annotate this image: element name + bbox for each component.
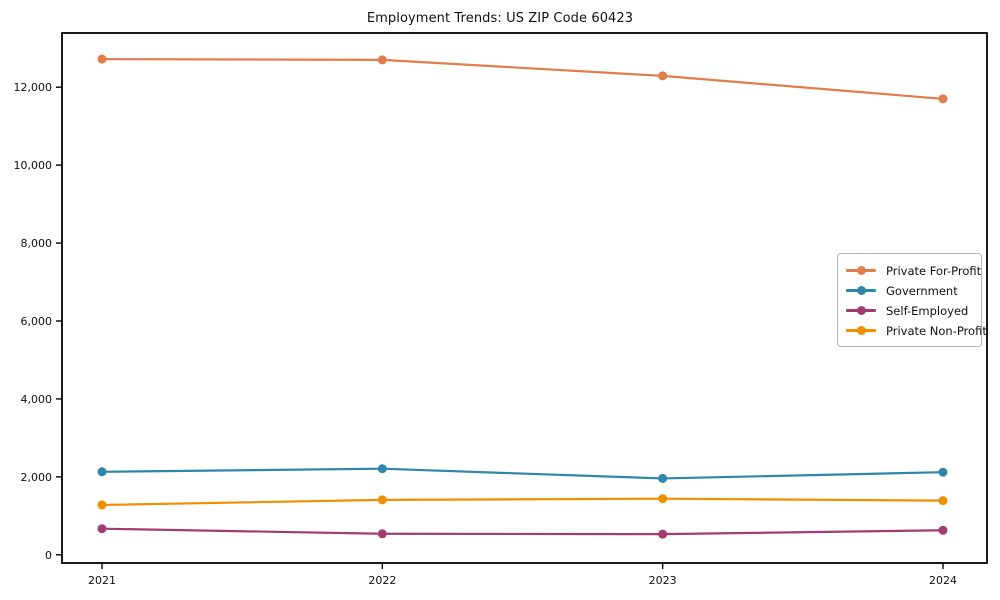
data-point-government-2024 xyxy=(938,467,948,477)
data-point-private-for-profit-2022 xyxy=(377,55,387,65)
y-tick-label: 0 xyxy=(45,549,52,562)
chart-legend: Private For-Profit Government Self-Emplo… xyxy=(837,253,987,347)
legend-item-private-non-profit: Private Non-Profit xyxy=(846,321,987,340)
series-line-self-employed xyxy=(100,527,945,536)
legend-item-government: Government xyxy=(846,281,973,300)
legend-item-self-employed: Self-Employed xyxy=(846,301,973,320)
plot-border xyxy=(61,32,988,564)
x-tick-label: 2022 xyxy=(368,574,396,587)
y-tick-label: 6,000 xyxy=(21,315,53,328)
legend-label: Private Non-Profit xyxy=(886,323,987,338)
data-point-private-for-profit-2023 xyxy=(658,71,668,81)
data-point-private-for-profit-2024 xyxy=(938,94,948,104)
line-marker-swatch-icon xyxy=(846,326,876,335)
series-line-private-for-profit xyxy=(100,58,945,100)
data-point-private-non-profit-2021 xyxy=(97,500,107,510)
series-line-government xyxy=(100,467,945,480)
data-point-self-employed-2024 xyxy=(938,525,948,535)
y-tick-label: 8,000 xyxy=(21,237,53,250)
data-point-self-employed-2021 xyxy=(97,524,107,534)
x-tick-label: 2024 xyxy=(929,574,957,587)
data-point-government-2021 xyxy=(97,467,107,477)
data-point-private-non-profit-2024 xyxy=(938,496,948,506)
data-point-government-2022 xyxy=(377,464,387,474)
x-tick-label: 2021 xyxy=(88,574,116,587)
y-tick-label: 10,000 xyxy=(14,159,53,172)
y-tick-label: 4,000 xyxy=(21,393,53,406)
line-marker-swatch-icon xyxy=(846,266,876,275)
data-point-private-non-profit-2022 xyxy=(377,495,387,505)
series-line-private-non-profit xyxy=(100,497,945,507)
chart-title: Employment Trends: US ZIP Code 60423 xyxy=(366,11,634,26)
legend-item-private-for-profit: Private For-Profit xyxy=(846,261,981,280)
legend-label: Government xyxy=(886,283,958,298)
x-tick-label: 2023 xyxy=(649,574,677,587)
line-marker-swatch-icon xyxy=(846,306,876,315)
data-point-self-employed-2022 xyxy=(377,529,387,539)
legend-label: Self-Employed xyxy=(886,303,969,318)
data-point-private-for-profit-2021 xyxy=(97,54,107,64)
data-point-government-2023 xyxy=(658,473,668,483)
data-point-private-non-profit-2023 xyxy=(658,494,668,504)
line-marker-swatch-icon xyxy=(846,286,876,295)
y-tick-label: 2,000 xyxy=(21,471,53,484)
legend-label: Private For-Profit xyxy=(886,263,982,278)
data-point-self-employed-2023 xyxy=(658,529,668,539)
y-tick-label: 12,000 xyxy=(14,81,53,94)
